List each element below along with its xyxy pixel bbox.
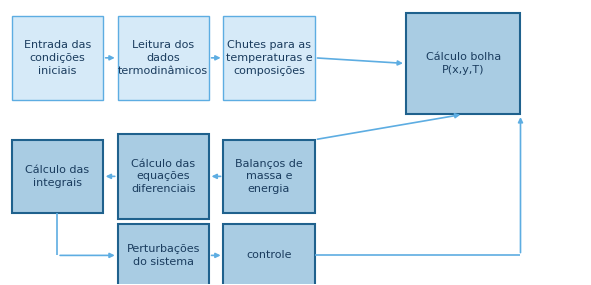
Text: Cálculo bolha
P(x,y,T): Cálculo bolha P(x,y,T) — [426, 52, 501, 75]
Bar — [12, 140, 103, 213]
Bar — [223, 224, 314, 285]
Text: Entrada das
condições
iniciais: Entrada das condições iniciais — [24, 40, 91, 76]
Bar — [12, 15, 103, 100]
Text: Leitura dos
dados
termodinâmicos: Leitura dos dados termodinâmicos — [118, 40, 208, 76]
Bar — [118, 224, 209, 285]
Text: Balanços de
massa e
energia: Balanços de massa e energia — [235, 158, 303, 194]
Text: Cálculo das
integrais: Cálculo das integrais — [25, 165, 89, 188]
Text: Chutes para as
temperaturas e
composições: Chutes para as temperaturas e composiçõe… — [226, 40, 312, 76]
Bar — [223, 140, 314, 213]
Bar — [118, 134, 209, 219]
Text: Cálculo das
equações
diferenciais: Cálculo das equações diferenciais — [131, 158, 196, 194]
Bar — [406, 13, 521, 114]
Bar — [223, 15, 314, 100]
Text: Perturbações
do sistema: Perturbações do sistema — [126, 244, 200, 267]
Text: controle: controle — [246, 251, 292, 260]
Bar — [118, 15, 209, 100]
